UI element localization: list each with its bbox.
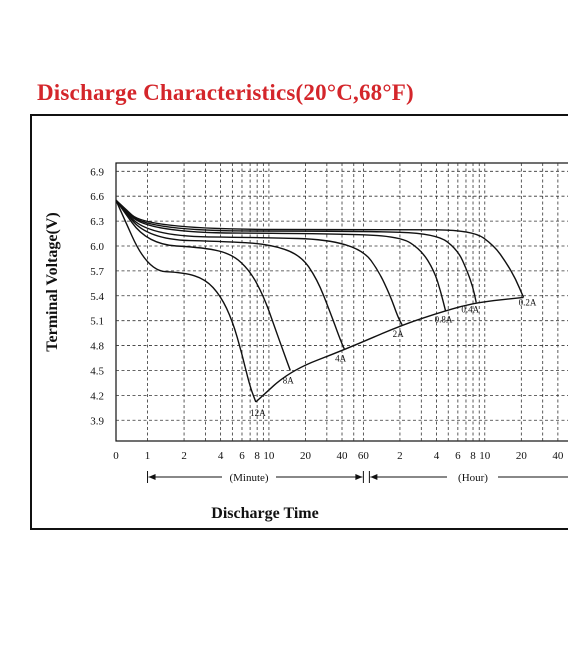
arrow-head	[355, 474, 363, 480]
hour-range-label: (Hour)	[458, 472, 488, 484]
y-tick-label: 6.0	[90, 241, 104, 253]
y-tick-label: 5.4	[90, 291, 104, 303]
x-tick-labels: 0 1 2 4 6 8 10 20 40 60 2 4 6 8 10 20 40	[113, 450, 564, 462]
x-tick-label-minute: 4	[218, 450, 224, 462]
x-tick-label-minute: 10	[263, 450, 275, 462]
series-label: 2A	[393, 329, 405, 339]
x-tick-label-hour: 20	[516, 450, 528, 462]
series-line-0.4A	[115, 199, 477, 303]
x-tick-label-hour: 2	[397, 450, 403, 462]
time-range-markers: (Minute) (Hour)	[147, 471, 568, 484]
x-tick-label-hour: 10	[479, 450, 491, 462]
x-tick-label-hour: 8	[470, 450, 476, 462]
x-axis-title: Discharge Time	[211, 505, 318, 522]
series-line-12A	[115, 200, 257, 403]
y-tick-label: 5.7	[90, 266, 104, 278]
x-tick-label-minute: 40	[337, 450, 349, 462]
series-label: 0.4A	[461, 304, 479, 314]
curves	[115, 199, 525, 403]
grid	[115, 162, 568, 442]
y-tick-label: 6.6	[90, 191, 104, 203]
x-tick-label-minute: 0	[113, 450, 119, 462]
x-tick-label-minute: 20	[300, 450, 312, 462]
y-tick-label: 5.1	[90, 316, 104, 328]
series-label: 12A	[250, 408, 266, 418]
series-line-2A	[115, 199, 403, 326]
series-line-0.2A	[115, 199, 525, 298]
series-line-8A	[115, 199, 291, 371]
y-axis-title: Terminal Voltage(V)	[44, 212, 61, 351]
arrow-head	[148, 474, 156, 480]
y-tick-label: 4.2	[90, 390, 104, 402]
endpoint-line	[255, 296, 524, 403]
y-tick-label: 6.9	[90, 166, 104, 178]
chart-frame	[30, 114, 568, 530]
y-tick-label: 4.5	[90, 365, 104, 377]
series-label: 4A	[335, 354, 347, 364]
curve-labels: 12A 8A 4A 2A 0.8A 0.4A 0.2A	[250, 297, 537, 418]
y-tick-label: 4.8	[90, 341, 104, 353]
x-tick-label-hour: 4	[434, 450, 440, 462]
x-tick-label-minute: 60	[358, 450, 370, 462]
x-tick-label-minute: 1	[145, 450, 151, 462]
x-tick-label-hour: 40	[552, 450, 564, 462]
series-label: 0.2A	[519, 297, 537, 307]
series-line-0.8A	[115, 199, 447, 311]
y-tick-labels: 6.9 6.6 6.3 6.0 5.7 5.4 5.1 4.8 4.5 4.2 3.9	[90, 166, 104, 427]
x-tick-label-hour: 6	[455, 450, 461, 462]
y-tick-label: 6.3	[90, 216, 104, 228]
series-label: 8A	[283, 375, 295, 385]
y-tick-label: 3.9	[90, 415, 104, 427]
plot-border	[115, 162, 568, 442]
series-line-4A	[115, 199, 346, 350]
chart-title: Discharge Characteristics(20°C,68°F)	[37, 80, 414, 105]
series-label: 0.8A	[435, 315, 453, 325]
x-tick-label-minute: 2	[181, 450, 187, 462]
minute-range-label: (Minute)	[229, 472, 268, 484]
x-tick-label-minute: 6	[239, 450, 245, 462]
x-tick-label-minute: 8	[254, 450, 260, 462]
